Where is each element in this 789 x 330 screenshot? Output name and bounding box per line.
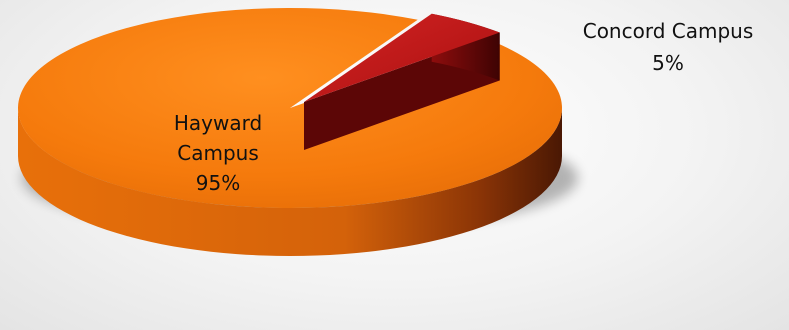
slice-concord (304, 13, 500, 103)
label-hayward-line-2: Campus (177, 141, 259, 165)
label-concord-line-2: 5% (652, 51, 684, 75)
label-hayward-line-1: Hayward (174, 111, 262, 135)
pie-group (17, 7, 578, 256)
slice-hayward (17, 7, 563, 208)
label-group: Hayward Campus 95% Concord Campus 5% (174, 19, 753, 195)
slice-side-hayward (18, 108, 562, 256)
label-hayward-line-3: 95% (196, 171, 240, 195)
label-concord-line-1: Concord Campus (583, 19, 754, 43)
